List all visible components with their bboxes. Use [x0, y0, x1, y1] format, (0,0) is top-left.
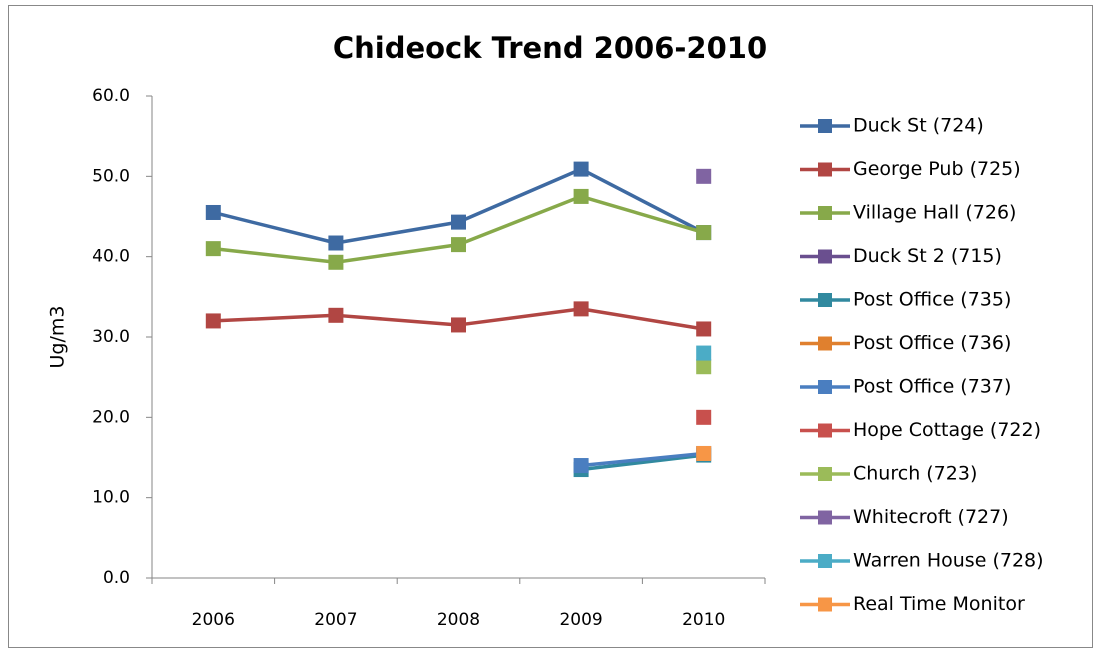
chart-title: Chideock Trend 2006-2010 [333, 31, 767, 65]
legend-marker [818, 554, 832, 568]
legend-marker [818, 597, 832, 612]
x-tick-label: 2007 [314, 610, 357, 630]
y-tick-label: 0.0 [103, 568, 130, 588]
data-point [573, 458, 589, 474]
data-point [696, 409, 712, 425]
data-point [451, 214, 466, 230]
data-point [696, 445, 712, 461]
legend-label: Duck St (724) [853, 115, 984, 137]
y-tick-label: 50.0 [92, 166, 130, 186]
legend-label: Duck St 2 (715) [853, 245, 1002, 267]
legend-marker [818, 249, 832, 264]
legend-marker [818, 336, 832, 351]
y-tick-label: 20.0 [92, 407, 130, 427]
legend-marker [818, 119, 832, 133]
data-point [451, 237, 466, 253]
legend-marker [818, 380, 832, 394]
series-line [580, 453, 704, 472]
legend-label: Warren House (728) [853, 550, 1044, 572]
data-point [696, 225, 712, 241]
legend-label: Post Office (737) [853, 376, 1011, 398]
data-point [696, 345, 712, 361]
x-tick-label: 2006 [192, 610, 235, 630]
y-tick-label: 30.0 [92, 327, 130, 347]
y-tick-label: 60.0 [92, 86, 130, 106]
legend-label: Whitecroft (727) [853, 506, 1009, 528]
data-point [328, 254, 344, 270]
legend-label: Hope Cottage (722) [853, 419, 1041, 441]
series-line [580, 451, 704, 468]
x-tick-label: 2008 [437, 610, 480, 630]
legend-label: Post Office (736) [853, 332, 1011, 354]
data-point [696, 359, 712, 375]
legend-marker [818, 510, 832, 525]
data-point [696, 168, 712, 184]
data-point [328, 307, 344, 323]
y-axis-label: Ug/m3 [47, 306, 69, 369]
y-tick-label: 40.0 [92, 247, 130, 267]
data-point [573, 301, 589, 317]
legend-marker [818, 206, 832, 220]
y-tick-label: 10.0 [92, 488, 130, 508]
data-point [205, 313, 221, 329]
legend-label: Church (723) [853, 463, 977, 485]
legend-marker [818, 467, 832, 481]
data-point [328, 235, 344, 251]
legend-label: George Pub (725) [853, 158, 1021, 180]
x-tick-label: 2009 [559, 610, 602, 630]
data-point [205, 241, 221, 257]
data-point [573, 161, 589, 177]
legend-label: Post Office (735) [853, 289, 1011, 311]
data-point [451, 317, 466, 333]
legend-marker [818, 423, 832, 438]
data-point [573, 188, 589, 204]
legend-label: Real Time Monitor [853, 593, 1025, 615]
legend-label: Village Hall (726) [853, 202, 1016, 224]
legend-marker [818, 162, 832, 177]
chart-border [8, 5, 1093, 648]
data-point [205, 204, 221, 220]
legend-marker [818, 293, 832, 307]
data-point [696, 321, 712, 337]
x-tick-label: 2010 [682, 610, 725, 630]
